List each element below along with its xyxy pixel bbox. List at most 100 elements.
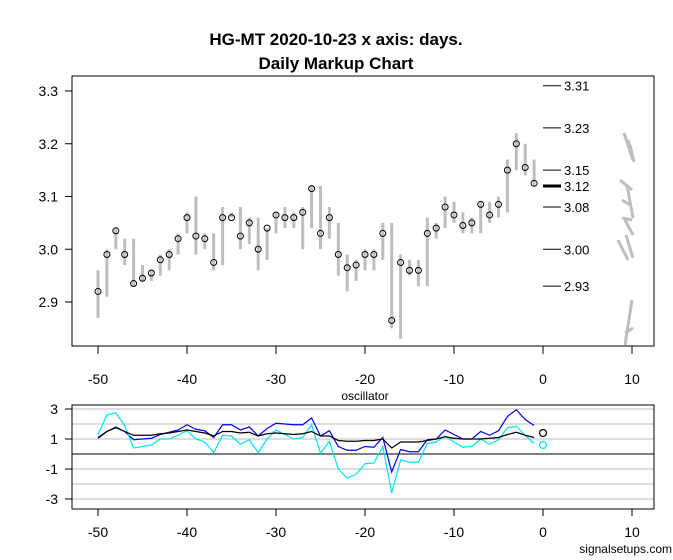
end-marker [538,440,548,450]
osc-y-tick-label: 3 [50,401,58,417]
close-marker [290,214,298,222]
x-tick-label: 0 [539,371,547,387]
chart-subtitle: Daily Markup Chart [259,54,414,73]
close-marker [414,266,422,274]
osc-x-tick-label: -10 [444,524,464,540]
close-marker [521,163,529,171]
osc-x-tick-label: -40 [177,524,197,540]
x-tick-label: -30 [266,371,286,387]
level-label: 3.15 [564,163,589,178]
series-line-cyan [97,412,535,494]
level-label: 3.23 [564,121,589,136]
close-marker [334,251,342,259]
osc-x-tick-label: -20 [355,524,375,540]
close-marker [263,224,271,232]
level-label: 3.08 [564,200,589,215]
close-marker [308,185,316,193]
close-marker [477,200,485,208]
close-marker [370,251,378,259]
close-marker [503,166,511,174]
close-marker [432,224,440,232]
close-marker [236,232,244,240]
close-marker [495,200,502,208]
projection-stroke [619,178,633,192]
x-tick-label: -40 [177,371,197,387]
close-marker [468,219,476,227]
osc-x-tick-label: -30 [266,524,286,540]
close-marker [219,214,227,222]
y-tick-label: 3.1 [39,189,59,205]
y-tick-label: 3.0 [39,241,59,257]
close-marker [201,235,209,243]
osc-x-tick-label: 0 [539,524,547,540]
close-marker [450,211,458,219]
close-marker [379,229,387,237]
series-line-blue [97,408,535,474]
end-marker [538,428,548,438]
projection-stroke [621,198,631,207]
y-tick-label: 2.9 [39,294,59,310]
osc-y-tick-label: 1 [50,431,58,447]
main-plot-frame [71,75,655,347]
close-marker [299,208,307,216]
close-marker [441,203,449,211]
projection-stroke [625,184,635,219]
projection-stroke [616,239,630,261]
osc-x-tick-label: -50 [88,524,108,540]
close-marker [486,211,494,219]
level-label: 2.93 [564,279,589,294]
close-marker [361,251,369,259]
osc-y-tick-label: -1 [46,461,59,477]
close-marker [112,227,120,235]
close-marker [94,287,102,295]
oscillator-title: oscillator [341,389,388,403]
projection-stroke [624,234,635,259]
close-marker [317,229,324,237]
close-marker [210,258,218,266]
close-marker [459,222,467,230]
close-marker [272,211,280,219]
chart-title: HG-MT 2020-10-23 x axis: days. [209,30,462,49]
x-tick-label: -50 [88,371,108,387]
close-marker [174,235,182,243]
close-marker [183,214,191,222]
projection-stroke [623,219,635,236]
oscillator-frame [71,404,655,510]
close-marker [254,245,262,253]
close-marker [281,214,289,222]
y-tick-label: 3.2 [39,136,59,152]
close-marker [156,256,164,264]
x-tick-label: -20 [355,371,375,387]
close-marker [352,261,360,269]
close-marker [406,266,413,274]
projection-stroke [624,326,634,335]
close-marker [325,214,333,222]
osc-y-tick-label: -3 [46,491,59,507]
close-marker [245,219,253,227]
x-tick-label: -10 [444,371,464,387]
close-marker [397,258,405,266]
footer-credit: signalsetups.com [579,542,672,556]
close-marker [103,251,111,259]
projection-stroke [628,144,636,163]
close-marker [121,251,129,259]
close-marker [228,214,235,222]
y-tick-label: 3.3 [39,83,59,99]
level-label: 3.12 [564,179,589,194]
close-marker [388,316,396,324]
close-marker [530,179,538,187]
close-marker [343,264,351,272]
close-marker [192,232,200,240]
close-marker [130,280,138,288]
close-marker [165,251,173,259]
close-marker [512,140,520,148]
level-label: 3.31 [564,79,589,94]
projection-stroke [621,216,633,222]
osc-x-tick-label: 10 [624,524,640,540]
close-marker [147,269,155,277]
series-line-black [97,427,535,449]
level-label: 3.00 [564,242,589,257]
x-tick-label: 10 [624,371,640,387]
